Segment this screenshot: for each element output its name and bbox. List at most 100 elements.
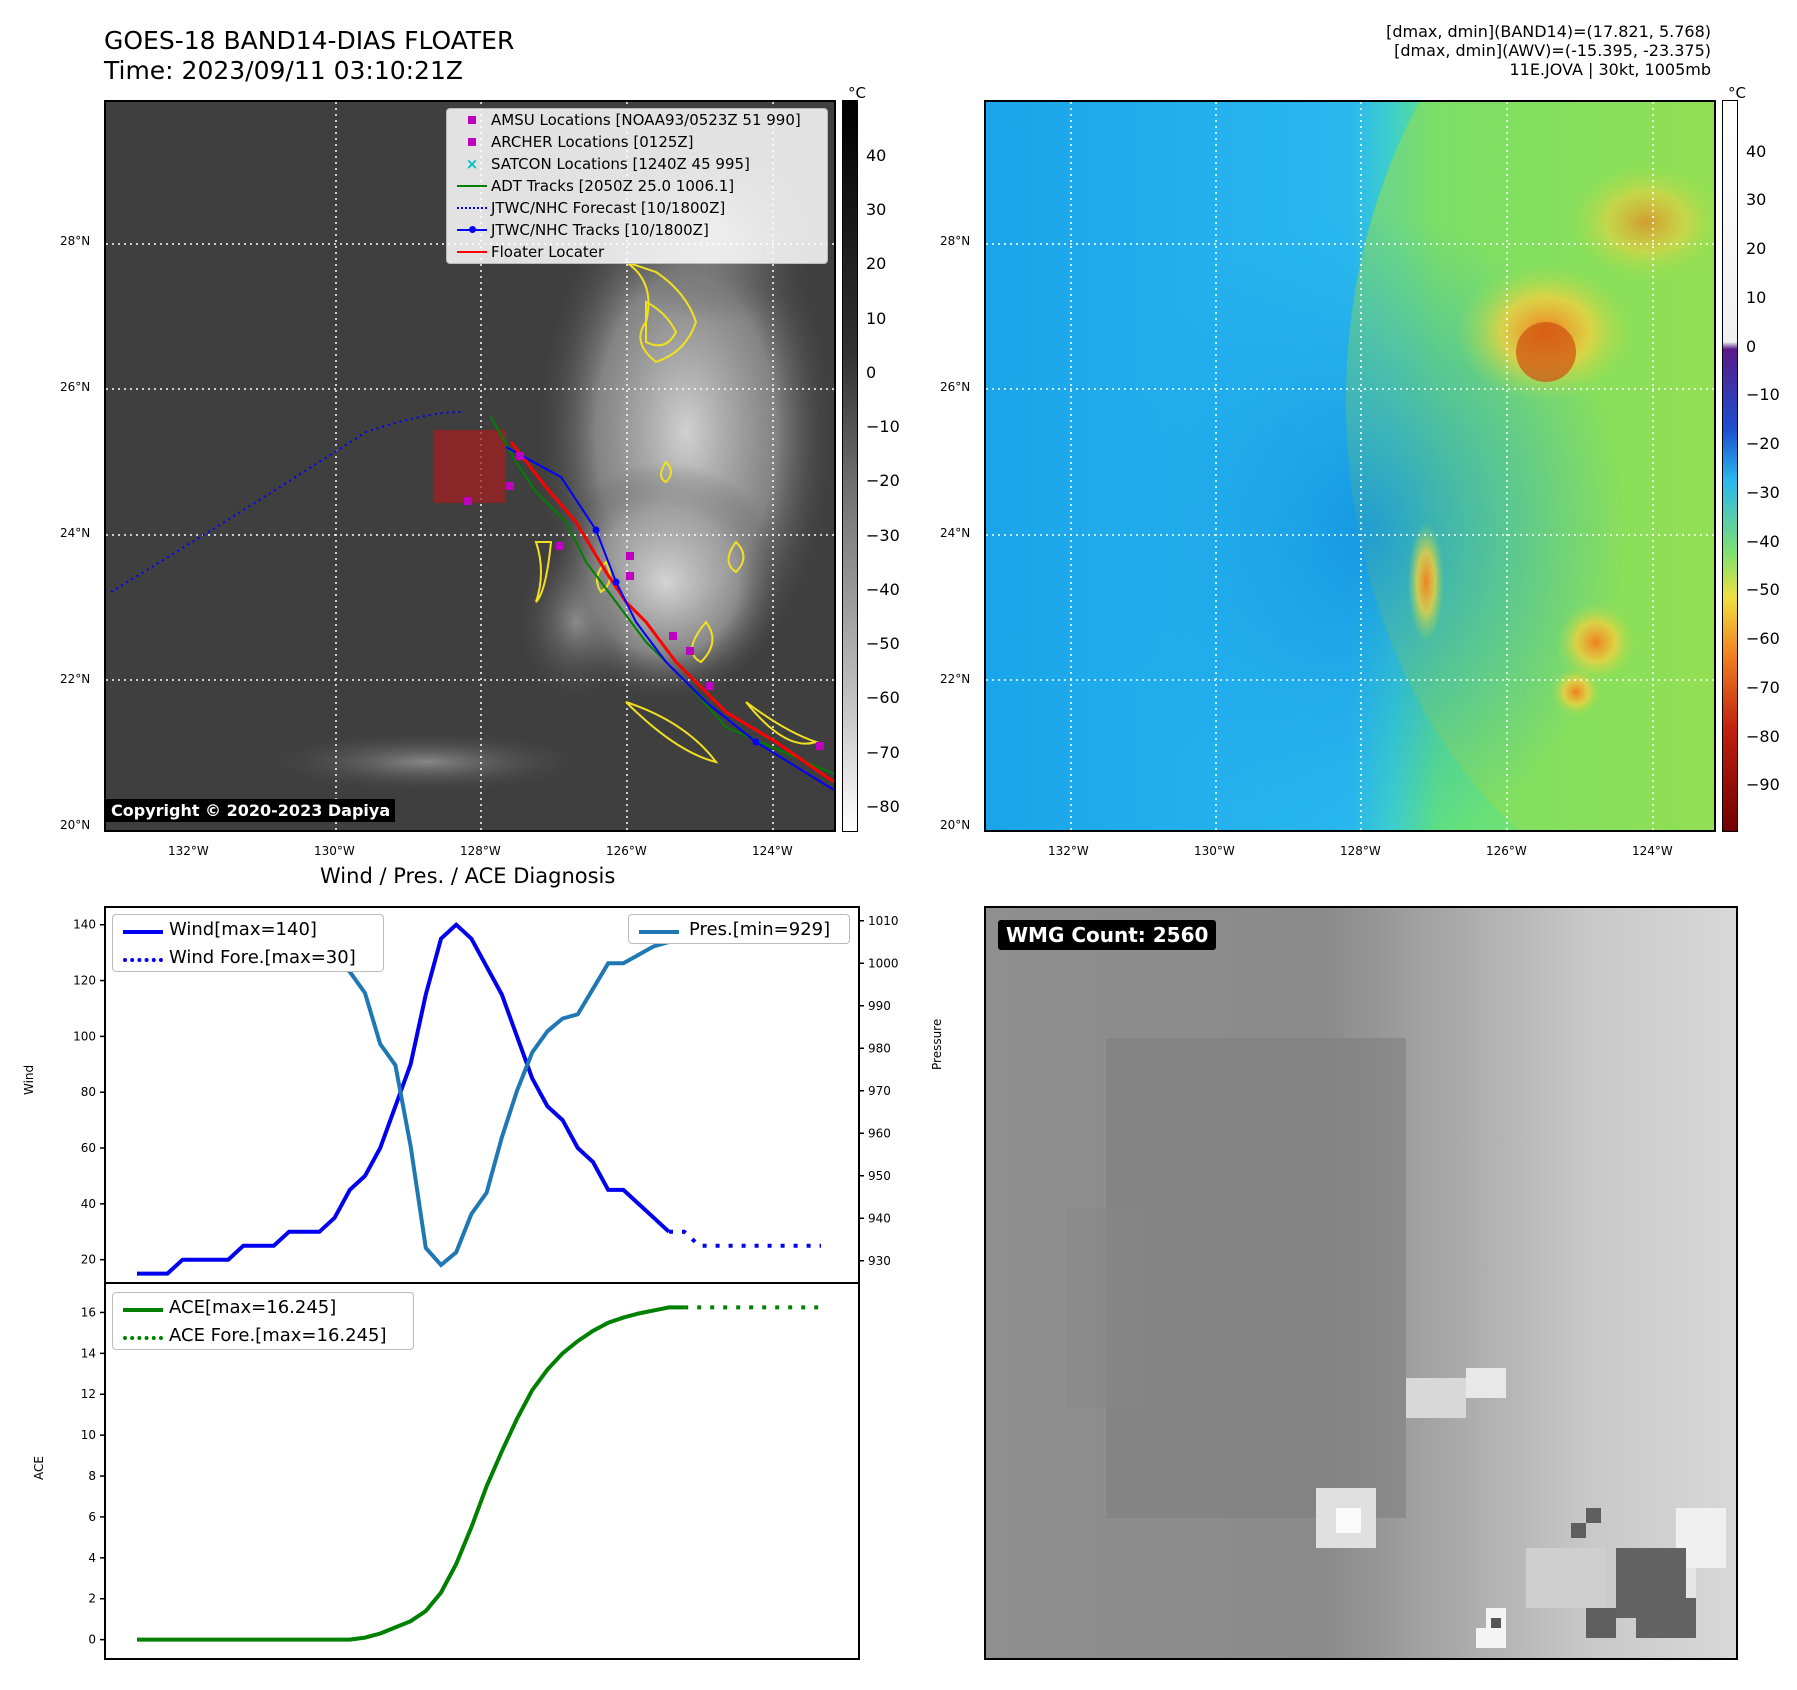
wind-ytick-label: 80: [81, 1085, 96, 1099]
wmg-svg: [986, 908, 1736, 1658]
pressure-series-line: [137, 923, 670, 1268]
map-legend: AMSU Locations [NOAA93/0523Z 51 990] ARC…: [446, 108, 828, 264]
pres-legend: Pres.[min=929]: [628, 914, 850, 944]
lon-label-132: 132°W: [168, 844, 209, 858]
wv-cb-tick-m90: −90: [1746, 775, 1780, 794]
wv-cb-tick-m60: −60: [1746, 629, 1780, 648]
wv-lon-label-128: 128°W: [1340, 844, 1381, 858]
lon-label-124: 124°W: [752, 844, 793, 858]
title-line2: Time: 2023/09/11 03:10:21Z: [104, 56, 463, 85]
ace-ytick-label: 4: [88, 1551, 96, 1565]
wv-lat-label-26: 26°N: [940, 380, 971, 394]
wind-ytick-label: 140: [73, 918, 96, 932]
lat-label-26: 26°N: [60, 380, 91, 394]
pres-ytick-label: 960: [868, 1126, 891, 1140]
wv-lat-label-28: 28°N: [940, 234, 971, 248]
pres-ytick-label: 1000: [868, 956, 899, 970]
wv-cb-tick-m10: −10: [1746, 385, 1780, 404]
legend-ace: ACE[max=16.245]: [113, 1293, 413, 1321]
ir-cb-tick-m80: −80: [866, 797, 900, 816]
wv-colorbar: [1722, 100, 1738, 832]
legend-satcon: × SATCON Locations [1240Z 45 995]: [465, 155, 750, 173]
wv-lon-label-130: 130°W: [1194, 844, 1235, 858]
ace-ytick-label: 8: [88, 1469, 96, 1483]
lon-label-126: 126°W: [606, 844, 647, 858]
wv-lon-label-126: 126°W: [1486, 844, 1527, 858]
ir-cb-tick-m20: −20: [866, 471, 900, 490]
legend-adt: ADT Tracks [2050Z 25.0 1006.1]: [447, 175, 827, 197]
info-line1: [dmax, dmin](BAND14)=(17.821, 5.768): [1386, 22, 1711, 41]
ace-legend: ACE[max=16.245] ACE Fore.[max=16.245]: [112, 1292, 414, 1350]
wind-ytick-label: 120: [73, 974, 96, 988]
ir-cb-tick-m40: −40: [866, 580, 900, 599]
lat-label-22: 22°N: [60, 672, 91, 686]
info-line3: 11E.JOVA | 30kt, 1005mb: [1509, 60, 1711, 79]
ir-colorbar: [842, 100, 858, 832]
legend-ace-fore: ACE Fore.[max=16.245]: [113, 1321, 413, 1349]
ir-cb-tick-m70: −70: [866, 743, 900, 762]
best-track: [505, 446, 834, 791]
ace-ytick-label: 12: [81, 1387, 96, 1401]
ace-series-line: [137, 1305, 685, 1642]
wv-cb-tick-m20: −20: [1746, 434, 1780, 453]
info-line2: [dmax, dmin](AWV)=(-15.395, -23.375): [1394, 41, 1711, 60]
ace-ylabel: ACE: [32, 1456, 46, 1480]
wmg-panel: WMG Count: 2560: [984, 906, 1738, 1660]
legend-pres: Pres.[min=929]: [629, 915, 849, 943]
ace-ytick-label: 2: [88, 1592, 96, 1606]
floater-box: [433, 430, 506, 503]
legend-forecast: JTWC/NHC Forecast [10/1800Z]: [447, 197, 827, 219]
wv-lat-label-20: 20°N: [940, 818, 971, 832]
lon-label-130: 130°W: [314, 844, 355, 858]
cloud-top-contours: [534, 261, 820, 764]
pres-ytick-label: 980: [868, 1041, 891, 1055]
amsu-archer-points: [464, 452, 824, 750]
lat-label-24: 24°N: [60, 526, 91, 540]
wv-cb-tick-0: 0: [1746, 337, 1757, 356]
pres-ytick-label: 950: [868, 1169, 891, 1183]
wind-forecast-line: [669, 1229, 821, 1248]
ace-ytick-label: 16: [81, 1305, 96, 1319]
pres-ytick-label: 1010: [868, 914, 899, 928]
adt-track: [490, 416, 834, 775]
lat-label-28: 28°N: [60, 234, 91, 248]
wv-cb-tick-10: 10: [1746, 288, 1767, 307]
pressure-ylabel: Pressure: [930, 1018, 944, 1070]
wind-ytick-label: 60: [81, 1141, 96, 1155]
ir-cb-tick-m10: −10: [866, 417, 900, 436]
pres-ytick-label: 930: [868, 1254, 891, 1268]
legend-wind: Wind[max=140]: [113, 915, 383, 943]
ir-cb-tick-0: 0: [866, 363, 877, 382]
legend-amsu: AMSU Locations [NOAA93/0523Z 51 990]: [447, 109, 827, 131]
wv-cb-tick-m30: −30: [1746, 483, 1780, 502]
ace-ytick-label: 14: [81, 1346, 96, 1360]
wind-ytick-label: 40: [81, 1197, 96, 1211]
wv-map-svg: [986, 102, 1714, 830]
title-line1: GOES-18 BAND14-DIAS FLOATER: [104, 26, 515, 55]
wv-cb-tick-20: 20: [1746, 239, 1767, 258]
ir-cb-tick-m50: −50: [866, 634, 900, 653]
wv-grid: [986, 102, 1714, 830]
pres-ytick-label: 990: [868, 999, 891, 1013]
legend-archer: ARCHER Locations [0125Z]: [447, 131, 827, 153]
figure-title: GOES-18 BAND14-DIAS FLOATER Time: 2023/0…: [104, 26, 514, 86]
diagnosis-title: Wind / Pres. / ACE Diagnosis: [320, 864, 616, 888]
ace-ytick-label: 10: [81, 1428, 96, 1442]
ir-cb-tick-20: 20: [866, 254, 887, 273]
ir-cb-tick-30: 30: [866, 200, 887, 219]
ir-cb-tick-m60: −60: [866, 688, 900, 707]
pres-ytick-label: 970: [868, 1084, 891, 1098]
wind-series-line: [137, 921, 671, 1276]
wv-cb-tick-30: 30: [1746, 190, 1767, 209]
legend-wind-fore: Wind Fore.[max=30]: [113, 943, 383, 971]
ir-cb-tick-10: 10: [866, 309, 887, 328]
wv-lat-label-24: 24°N: [940, 526, 971, 540]
wv-lat-label-22: 22°N: [940, 672, 971, 686]
floater-track: [509, 441, 834, 784]
forecast-track: [110, 411, 462, 593]
ir-cb-tick-40: 40: [866, 146, 887, 165]
lon-label-128: 128°W: [460, 844, 501, 858]
wv-lon-label-124: 124°W: [1632, 844, 1673, 858]
wv-cb-tick-m70: −70: [1746, 678, 1780, 697]
wv-cb-tick-m40: −40: [1746, 532, 1780, 551]
